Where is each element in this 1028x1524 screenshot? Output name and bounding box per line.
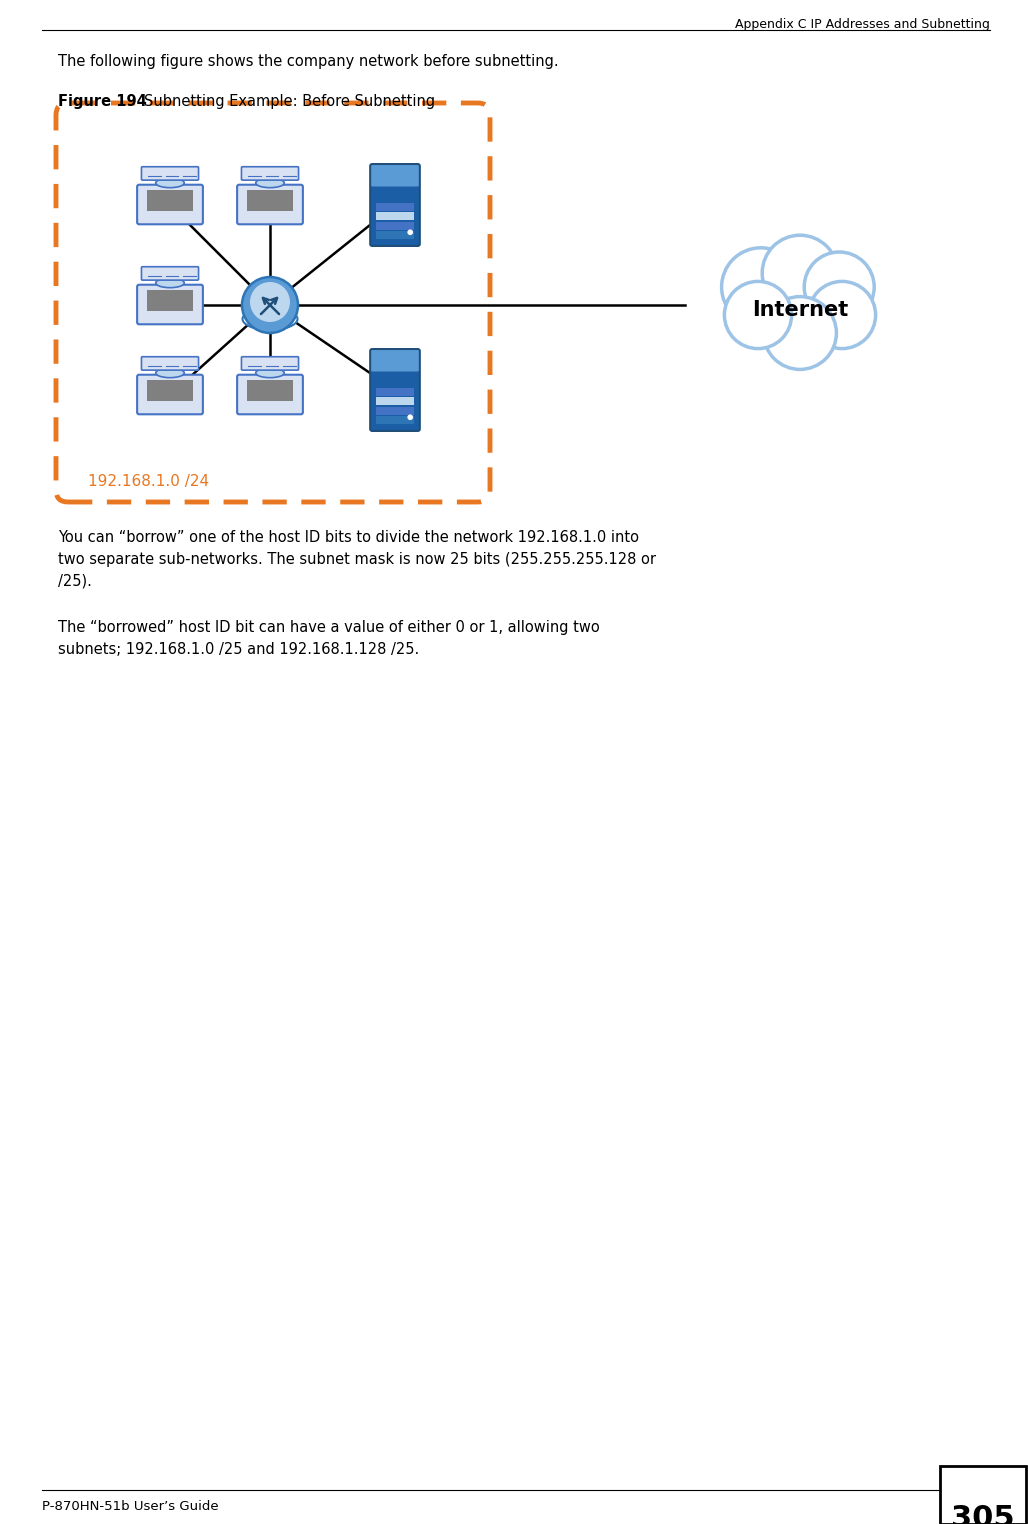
Text: Subnetting Example: Before Subnetting: Subnetting Example: Before Subnetting [144, 94, 435, 110]
Circle shape [407, 230, 413, 235]
Ellipse shape [156, 178, 184, 187]
FancyBboxPatch shape [371, 351, 418, 372]
FancyBboxPatch shape [56, 104, 490, 501]
Ellipse shape [156, 369, 184, 378]
FancyBboxPatch shape [370, 349, 419, 431]
FancyBboxPatch shape [137, 285, 203, 325]
Ellipse shape [156, 279, 184, 288]
FancyBboxPatch shape [142, 267, 198, 280]
Circle shape [725, 282, 792, 349]
Text: Internet: Internet [751, 300, 848, 320]
FancyBboxPatch shape [137, 184, 203, 224]
Circle shape [762, 235, 838, 311]
Bar [376, 387, 414, 396]
Circle shape [242, 277, 298, 334]
Bar [376, 203, 414, 210]
Bar [376, 416, 414, 424]
FancyBboxPatch shape [242, 357, 298, 370]
Bar [376, 212, 414, 219]
Text: 192.168.1.0 /24: 192.168.1.0 /24 [88, 474, 209, 489]
Text: Appendix C IP Addresses and Subnetting: Appendix C IP Addresses and Subnetting [735, 18, 990, 30]
Text: You can “borrow” one of the host ID bits to divide the network 192.168.1.0 into
: You can “borrow” one of the host ID bits… [58, 530, 656, 588]
FancyBboxPatch shape [940, 1466, 1026, 1524]
FancyBboxPatch shape [237, 375, 303, 415]
Circle shape [804, 251, 874, 322]
Ellipse shape [256, 369, 285, 378]
FancyBboxPatch shape [142, 357, 198, 370]
Text: Figure 194: Figure 194 [58, 94, 147, 110]
Text: 305: 305 [951, 1504, 1015, 1524]
Bar [376, 398, 414, 405]
Text: P-870HN-51b User’s Guide: P-870HN-51b User’s Guide [42, 1500, 219, 1513]
FancyBboxPatch shape [371, 165, 418, 186]
Bar [147, 379, 193, 401]
FancyBboxPatch shape [137, 375, 203, 415]
Text: The “borrowed” host ID bit can have a value of either 0 or 1, allowing two
subne: The “borrowed” host ID bit can have a va… [58, 620, 599, 657]
Ellipse shape [243, 308, 297, 331]
Circle shape [407, 415, 413, 421]
Bar [376, 232, 414, 239]
Bar [247, 190, 293, 212]
FancyBboxPatch shape [370, 165, 419, 245]
FancyBboxPatch shape [242, 166, 298, 180]
Bar [376, 407, 414, 415]
Ellipse shape [256, 178, 285, 187]
Circle shape [250, 282, 290, 322]
Text: The following figure shows the company network before subnetting.: The following figure shows the company n… [58, 53, 558, 69]
Bar [247, 379, 293, 401]
Bar [147, 290, 193, 311]
FancyBboxPatch shape [237, 184, 303, 224]
FancyBboxPatch shape [142, 166, 198, 180]
Bar [147, 190, 193, 212]
Circle shape [808, 282, 876, 349]
Bar [376, 223, 414, 230]
Circle shape [764, 297, 837, 369]
Circle shape [722, 248, 800, 326]
Circle shape [741, 247, 858, 364]
